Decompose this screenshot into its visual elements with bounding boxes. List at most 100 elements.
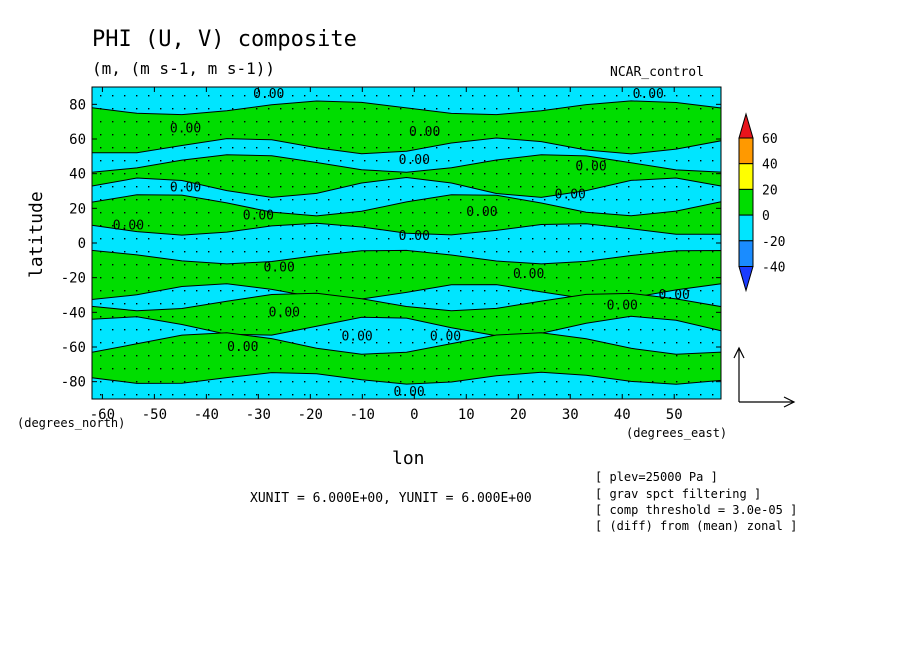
vector-mark — [352, 134, 354, 136]
vector-mark — [388, 277, 390, 279]
vector-mark — [628, 290, 630, 292]
vector-mark — [640, 316, 642, 318]
vector-mark — [520, 160, 522, 162]
vector-mark — [712, 290, 714, 292]
vector-mark — [640, 264, 642, 266]
vector-mark — [556, 108, 558, 110]
vector-mark — [376, 212, 378, 214]
vector-mark — [460, 381, 462, 383]
vector-mark — [508, 381, 510, 383]
vector-mark — [292, 251, 294, 253]
vector-mark — [340, 316, 342, 318]
vector-mark — [484, 368, 486, 370]
vector-mark — [352, 121, 354, 123]
vector-mark — [232, 342, 234, 344]
vector-mark — [460, 264, 462, 266]
vector-mark — [496, 238, 498, 240]
vector-mark — [580, 147, 582, 149]
vector-mark — [460, 290, 462, 292]
vector-mark — [292, 342, 294, 344]
vector-mark — [400, 303, 402, 305]
vector-mark — [484, 251, 486, 253]
vector-mark — [664, 108, 666, 110]
vector-mark — [460, 108, 462, 110]
vector-mark — [232, 95, 234, 97]
vector-mark — [412, 134, 414, 136]
vector-mark — [508, 303, 510, 305]
vector-mark — [676, 277, 678, 279]
vector-mark — [628, 342, 630, 344]
vector-mark — [328, 368, 330, 370]
contour-label: 0.00 — [170, 122, 201, 137]
vector-mark — [100, 95, 102, 97]
vector-mark — [424, 95, 426, 97]
vector-mark — [364, 316, 366, 318]
vector-mark — [424, 264, 426, 266]
colorbar-segment — [738, 188, 754, 216]
vector-mark — [460, 316, 462, 318]
vector-mark — [568, 316, 570, 318]
vector-mark — [604, 368, 606, 370]
vector-mark — [580, 225, 582, 227]
vector-mark — [352, 95, 354, 97]
vector-mark — [340, 394, 342, 396]
contour-label: 0.00 — [113, 219, 144, 234]
vector-mark — [424, 160, 426, 162]
colorbar-segment — [738, 214, 754, 242]
vector-mark — [568, 186, 570, 188]
vector-mark — [280, 238, 282, 240]
vector-mark — [172, 108, 174, 110]
vector-mark — [304, 251, 306, 253]
contour-fill-layer — [91, 100, 722, 385]
vector-mark — [604, 95, 606, 97]
vector-mark — [352, 108, 354, 110]
vector-mark — [304, 303, 306, 305]
vector-mark — [544, 303, 546, 305]
vector-mark — [352, 394, 354, 396]
vector-mark — [676, 186, 678, 188]
vector-mark — [280, 121, 282, 123]
y-tick-label: 20 — [69, 201, 86, 217]
vector-mark — [568, 368, 570, 370]
vector-mark — [196, 160, 198, 162]
vector-mark — [304, 121, 306, 123]
vector-mark — [544, 238, 546, 240]
vector-mark — [172, 368, 174, 370]
vector-mark — [400, 121, 402, 123]
vector-mark — [412, 186, 414, 188]
vector-mark — [100, 173, 102, 175]
vector-mark — [556, 277, 558, 279]
vector-mark — [292, 394, 294, 396]
vector-mark — [496, 199, 498, 201]
contour-label: 0.00 — [513, 267, 544, 282]
vector-mark — [664, 147, 666, 149]
vector-mark — [172, 238, 174, 240]
vector-mark — [616, 238, 618, 240]
vector-mark — [292, 212, 294, 214]
vector-mark — [496, 134, 498, 136]
vector-mark — [700, 186, 702, 188]
vector-mark — [460, 160, 462, 162]
vector-mark — [376, 199, 378, 201]
vector-mark — [232, 394, 234, 396]
vector-mark — [340, 95, 342, 97]
vector-mark — [112, 147, 114, 149]
vector-mark — [304, 277, 306, 279]
vector-mark — [208, 264, 210, 266]
contour-label: 0.00 — [253, 87, 284, 102]
vector-mark — [448, 238, 450, 240]
vector-mark — [700, 303, 702, 305]
vector-mark — [292, 355, 294, 357]
vector-mark — [448, 394, 450, 396]
vector-mark — [232, 225, 234, 227]
vector-mark — [604, 225, 606, 227]
plot-area: 0.00 0.00 0.00 0.00 0.00 0.00 0.00 0.00 0.00 0.00… — [91, 86, 722, 400]
vector-mark — [460, 238, 462, 240]
vector-mark — [688, 264, 690, 266]
vector-mark — [172, 316, 174, 318]
vector-mark — [616, 394, 618, 396]
vector-mark — [472, 147, 474, 149]
vector-mark — [592, 368, 594, 370]
vector-mark — [220, 134, 222, 136]
vector-mark — [580, 342, 582, 344]
